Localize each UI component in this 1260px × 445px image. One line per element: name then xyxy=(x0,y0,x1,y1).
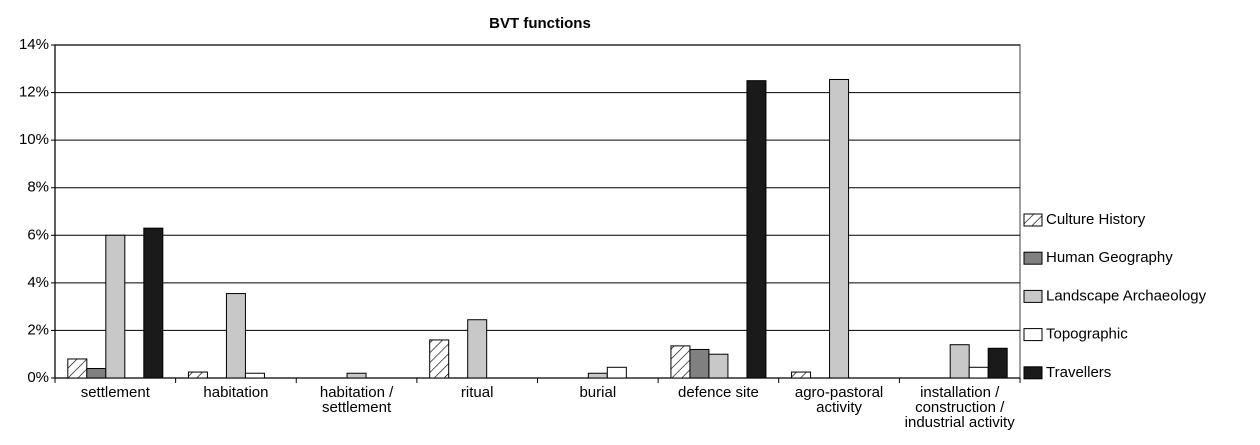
bar xyxy=(949,344,970,379)
legend-swatch xyxy=(1023,213,1043,227)
legend-label: Human Geography xyxy=(1046,249,1173,266)
y-tick-label: 4% xyxy=(27,274,49,291)
legend-swatch xyxy=(1023,366,1043,380)
legend-swatch xyxy=(1023,289,1043,303)
y-tick-label: 14% xyxy=(19,36,49,53)
y-tick-label: 8% xyxy=(27,179,49,196)
x-tick-label: defence site xyxy=(677,384,759,401)
bar xyxy=(86,367,107,379)
bar xyxy=(143,227,164,379)
bar xyxy=(606,366,627,379)
y-tick-label: 0% xyxy=(27,369,49,386)
bar xyxy=(791,371,812,379)
legend-swatch xyxy=(1023,328,1043,342)
legend-label: Travellers xyxy=(1046,364,1111,381)
bar xyxy=(968,366,989,379)
x-tick-label: installation / construction / industrial… xyxy=(904,384,1015,431)
plot-frame xyxy=(54,44,1021,379)
bar xyxy=(746,80,767,379)
bar xyxy=(429,339,450,379)
y-tick-label: 10% xyxy=(19,131,49,148)
bar xyxy=(67,358,88,379)
x-tick-label: ritual xyxy=(460,384,494,401)
bar xyxy=(987,347,1008,379)
bar xyxy=(105,234,126,379)
bar xyxy=(670,345,691,379)
bar xyxy=(467,319,488,379)
x-tick-label: habitation xyxy=(203,384,269,401)
bar xyxy=(708,353,729,379)
legend-label: Topographic xyxy=(1046,326,1128,343)
x-tick-label: burial xyxy=(579,384,617,401)
y-tick-label: 6% xyxy=(27,226,49,243)
y-tick-label: 12% xyxy=(19,84,49,101)
legend-label: Landscape Archaeology xyxy=(1046,287,1207,304)
x-tick-label: settlement xyxy=(80,384,150,401)
x-tick-label: agro-pastoral activity xyxy=(794,384,884,416)
x-tick-label: habitation / settlement xyxy=(319,384,394,416)
bar xyxy=(587,372,608,379)
legend-label: Culture History xyxy=(1046,211,1146,228)
legend-swatch xyxy=(1023,251,1043,265)
bar xyxy=(225,293,246,379)
bar xyxy=(346,372,367,379)
bar xyxy=(829,78,850,379)
bar xyxy=(187,371,208,379)
y-tick-label: 2% xyxy=(27,321,49,338)
bar xyxy=(689,348,710,379)
chart-title: BVT functions xyxy=(489,15,591,32)
bar xyxy=(244,372,265,379)
